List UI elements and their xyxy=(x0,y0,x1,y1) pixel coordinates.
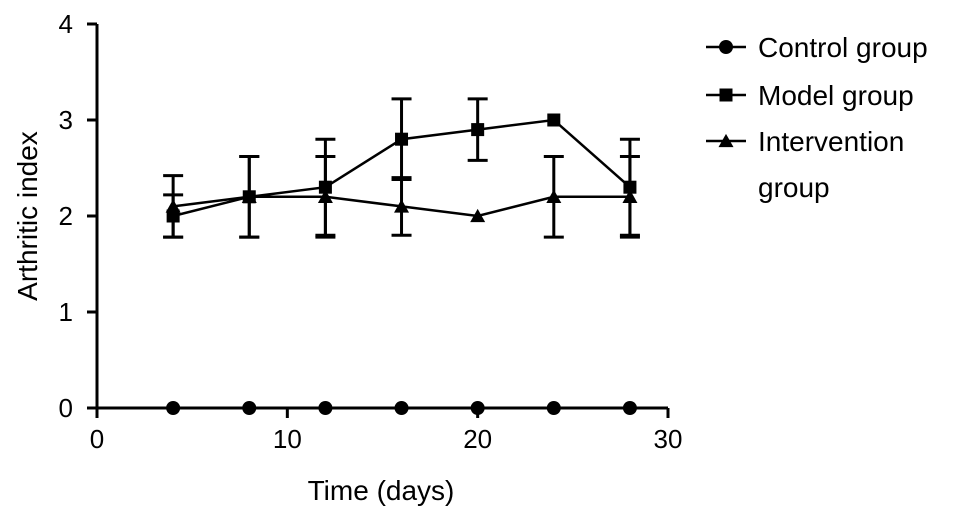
legend-model-group-label: Model group xyxy=(758,80,914,111)
control-group-point xyxy=(242,401,257,415)
model-group-point xyxy=(318,180,332,194)
intervention-group-point xyxy=(241,189,257,203)
y-tick-label: 2 xyxy=(59,201,73,231)
y-tick-label: 1 xyxy=(59,297,73,327)
intervention-group-point xyxy=(470,208,486,223)
y-tick-label: 3 xyxy=(59,105,73,135)
control-group-point xyxy=(318,401,333,415)
model-group-point xyxy=(547,113,561,127)
model-group-point xyxy=(623,180,637,194)
legend-intervention-group-label: group xyxy=(758,172,830,203)
control-group-point xyxy=(470,401,485,415)
legend-intervention-group-label: Intervention xyxy=(758,126,904,157)
intervention-group-point xyxy=(394,199,410,213)
x-tick-label: 10 xyxy=(273,424,302,454)
x-tick-label: 0 xyxy=(90,424,104,454)
markers xyxy=(165,113,638,415)
y-tick-label: 4 xyxy=(59,9,73,39)
error-bars xyxy=(163,97,640,239)
control-group-point xyxy=(622,401,637,415)
legend-control-group-label: Control group xyxy=(758,32,928,63)
model-group-point xyxy=(395,132,409,146)
model-group-point xyxy=(166,209,180,223)
legend-model-group-marker xyxy=(719,88,733,102)
intervention-group-point xyxy=(165,199,181,213)
control-group-point xyxy=(546,401,561,415)
x-tick-label: 30 xyxy=(654,424,683,454)
intervention-group-point xyxy=(546,189,562,203)
axes: 0 10 20 30 0 1 2 3 4 xyxy=(59,9,683,454)
legend-control-group-marker xyxy=(719,40,733,54)
legend: Control group Model group Intervention grou… xyxy=(706,32,928,203)
model-group-point xyxy=(471,123,485,137)
intervention-group-point xyxy=(317,189,333,203)
y-axis-title: Arthritic index xyxy=(12,131,43,301)
legend-intervention-group-marker xyxy=(718,133,734,148)
intervention-group-point xyxy=(622,189,638,203)
control-group-point xyxy=(394,401,409,415)
y-tick-label: 0 xyxy=(59,393,73,423)
control-group-point xyxy=(166,401,181,415)
x-tick-label: 20 xyxy=(463,424,492,454)
x-axis-title: Time (days) xyxy=(308,475,455,506)
